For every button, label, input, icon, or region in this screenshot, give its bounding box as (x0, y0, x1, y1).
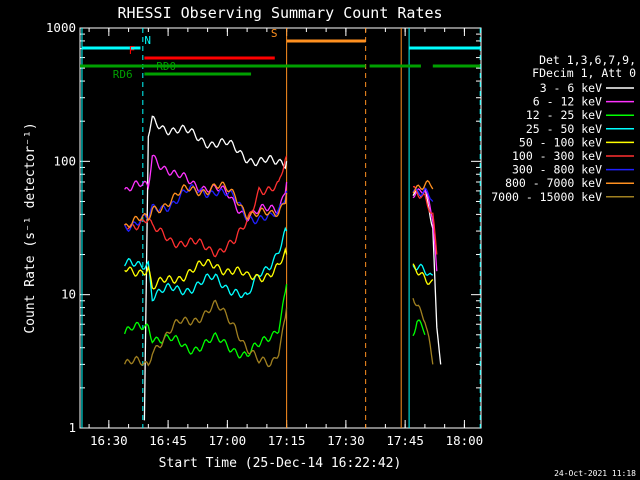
series-line-7 (124, 179, 434, 229)
y-tick-label: 1 (68, 420, 76, 435)
series-line-1 (124, 154, 438, 272)
legend-header-line-2: FDecim 1, Att 0 (532, 66, 636, 80)
marker-label-f: F (129, 44, 136, 57)
y-axis-label: Count Rate (s⁻¹ detector⁻¹) (23, 122, 38, 333)
legend-header-line-1: Det 1,3,6,7,9, (539, 53, 636, 67)
x-tick-label: 16:45 (149, 433, 187, 448)
y-tick-label: 10 (61, 287, 76, 302)
series-line-5 (124, 155, 438, 258)
x-tick-label: 17:30 (327, 433, 365, 448)
chart-title: RHESSI Observing Summary Count Rates (117, 4, 442, 22)
series-line-4 (124, 246, 434, 290)
x-tick-label: 16:30 (90, 433, 128, 448)
x-tick-label: 17:15 (268, 433, 306, 448)
legend-label: 12 - 25 keV (526, 108, 602, 122)
series-line-2 (123, 283, 426, 359)
x-tick-label: 18:00 (446, 433, 484, 448)
x-tick-label: 17:00 (209, 433, 247, 448)
legend-label: 6 - 12 keV (533, 95, 602, 109)
legend-label: 800 - 7000 keV (505, 176, 602, 190)
legend-label: 300 - 800 keV (512, 163, 602, 177)
marker-label-s: S (271, 27, 278, 40)
series-line-8 (124, 298, 434, 368)
plot-area: 16:30 16:45 17:00 17:15 17:30 17:45 18:00 1 10 10… (46, 20, 483, 448)
y-tick-label: 1000 (46, 20, 76, 35)
marker-label-n: N (144, 34, 151, 47)
x-axis-label: Start Time (25-Dec-14 16:22:42) (159, 456, 402, 471)
footer-date: 24-Oct-2021 11:18 (554, 469, 636, 478)
marker-label-rd6: RD6 (113, 68, 133, 81)
series-line-6 (124, 183, 434, 233)
marker-label-rd0: RD0 (156, 60, 176, 73)
legend-label: 7000 - 15000 keV (491, 190, 602, 204)
x-tick-label: 17:45 (386, 433, 424, 448)
series-line-0 (143, 115, 442, 421)
plot-frame (79, 27, 482, 429)
legend-label: 50 - 100 keV (519, 135, 602, 149)
legend-label: 100 - 300 keV (512, 149, 602, 163)
legend-label: 3 - 6 keV (540, 81, 602, 95)
y-tick-label: 100 (53, 153, 76, 168)
legend-label: 25 - 50 keV (526, 122, 602, 136)
